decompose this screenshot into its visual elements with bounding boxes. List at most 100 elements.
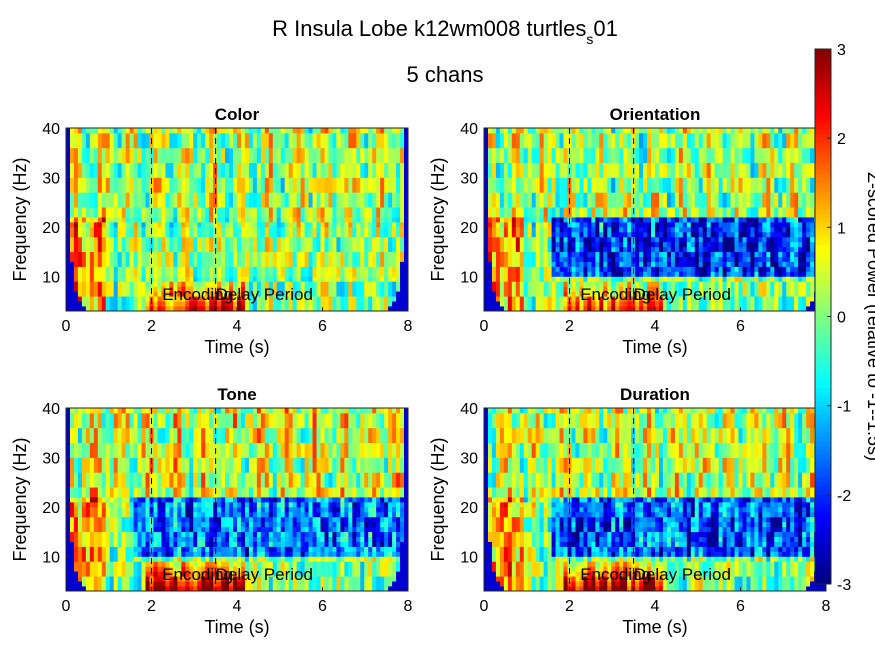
heatmap-cell: [547, 142, 553, 149]
heatmap-cell: [276, 241, 282, 248]
heatmap-cell: [603, 301, 608, 307]
heatmap-cell: [344, 207, 349, 213]
heatmap-cell: [631, 192, 636, 198]
heatmap-cell: [547, 152, 553, 159]
heatmap-cell: [320, 281, 325, 287]
heatmap-cell: [165, 182, 170, 188]
heatmap-cell: [181, 271, 186, 277]
heatmap-cell: [535, 137, 541, 144]
heatmap-cell: [595, 226, 600, 233]
heatmap-cell: [579, 132, 584, 139]
heatmap-cell: [248, 167, 254, 173]
heatmap-cell: [229, 291, 234, 297]
heatmap-cell: [117, 276, 123, 282]
heatmap-cell: [185, 236, 190, 243]
heatmap-cell: [288, 197, 294, 203]
heatmap-cell: [93, 261, 99, 267]
heatmap-cell: [300, 192, 306, 198]
heatmap-cell: [300, 291, 306, 297]
heatmap-cell: [93, 167, 99, 173]
heatmap-cell: [97, 128, 103, 134]
heatmap-cell: [141, 276, 146, 282]
heatmap-cell: [495, 226, 501, 233]
heatmap-cell: [495, 157, 501, 164]
heatmap-cell: [603, 261, 608, 267]
heatmap-cell: [125, 128, 131, 134]
heatmap-cell: [651, 128, 656, 134]
heatmap-cell: [280, 147, 286, 154]
heatmap-cell: [372, 128, 377, 134]
heatmap-cell: [185, 192, 190, 198]
heatmap-cell: [237, 132, 242, 139]
heatmap-cell: [627, 177, 632, 183]
heatmap-cell: [404, 226, 409, 233]
heatmap-cell: [177, 291, 182, 297]
heatmap-cell: [599, 142, 604, 149]
heatmap-cell: [503, 137, 509, 144]
heatmap-cell: [643, 212, 648, 218]
heatmap-cell: [141, 281, 146, 287]
heatmap-cell: [651, 221, 656, 228]
heatmap-cell: [288, 301, 294, 307]
heatmap-cell: [666, 231, 672, 238]
heatmap-cell: [484, 241, 489, 248]
heatmap-cell: [647, 271, 652, 277]
heatmap-cell: [77, 207, 83, 213]
heatmap-cell: [181, 261, 186, 267]
heatmap-cell: [519, 217, 525, 223]
heatmap-cell: [272, 192, 278, 198]
heatmap-cell: [320, 291, 325, 297]
heatmap-cell: [348, 261, 353, 267]
heatmap-cell: [651, 281, 656, 287]
heatmap-cell: [197, 231, 202, 238]
heatmap-cell: [607, 246, 612, 253]
heatmap-cell: [559, 217, 564, 223]
heatmap-cell: [499, 226, 505, 233]
heatmap-cell: [639, 147, 644, 154]
heatmap-cell: [240, 301, 246, 307]
heatmap-cell: [264, 177, 270, 183]
heatmap-cell: [591, 187, 596, 193]
heatmap-cell: [647, 217, 652, 223]
heatmap-cell: [670, 266, 676, 272]
heatmap-cell: [85, 197, 91, 203]
heatmap-cell: [141, 172, 146, 178]
heatmap-cell: [256, 306, 262, 312]
heatmap-cell: [141, 187, 146, 193]
heatmap-cell: [511, 291, 517, 297]
heatmap-cell: [615, 271, 620, 277]
heatmap-cell: [113, 241, 119, 248]
heatmap-cell: [85, 266, 91, 272]
heatmap-cell: [364, 301, 369, 307]
heatmap-cell: [655, 152, 660, 159]
heatmap-cell: [511, 301, 517, 307]
heatmap-cell: [360, 276, 365, 282]
heatmap-cell: [264, 261, 270, 267]
heatmap-cell: [244, 202, 250, 208]
heatmap-cell: [495, 212, 501, 218]
heatmap-cell: [101, 246, 107, 253]
heatmap-cell: [631, 231, 636, 238]
heatmap-cell: [352, 142, 357, 149]
heatmap-cell: [284, 266, 290, 272]
heatmap-cell: [324, 162, 329, 168]
heatmap-cell: [495, 271, 501, 277]
heatmap-cell: [567, 192, 572, 198]
heatmap-cell: [248, 212, 254, 218]
heatmap-cell: [611, 241, 616, 248]
heatmap-cell: [599, 207, 604, 213]
heatmap-cell: [93, 187, 99, 193]
heatmap-cell: [133, 132, 138, 139]
heatmap-cell: [320, 296, 325, 302]
heatmap-cell: [591, 291, 596, 297]
heatmap-cell: [276, 132, 282, 139]
heatmap-cell: [177, 251, 182, 257]
heatmap-cell: [519, 306, 525, 312]
heatmap-cell: [563, 256, 568, 262]
heatmap-cell: [316, 221, 321, 228]
heatmap-cell: [583, 226, 588, 233]
heatmap-cell: [583, 132, 588, 139]
heatmap-cell: [563, 202, 568, 208]
heatmap-cell: [312, 221, 317, 228]
heatmap-cell: [221, 271, 226, 277]
